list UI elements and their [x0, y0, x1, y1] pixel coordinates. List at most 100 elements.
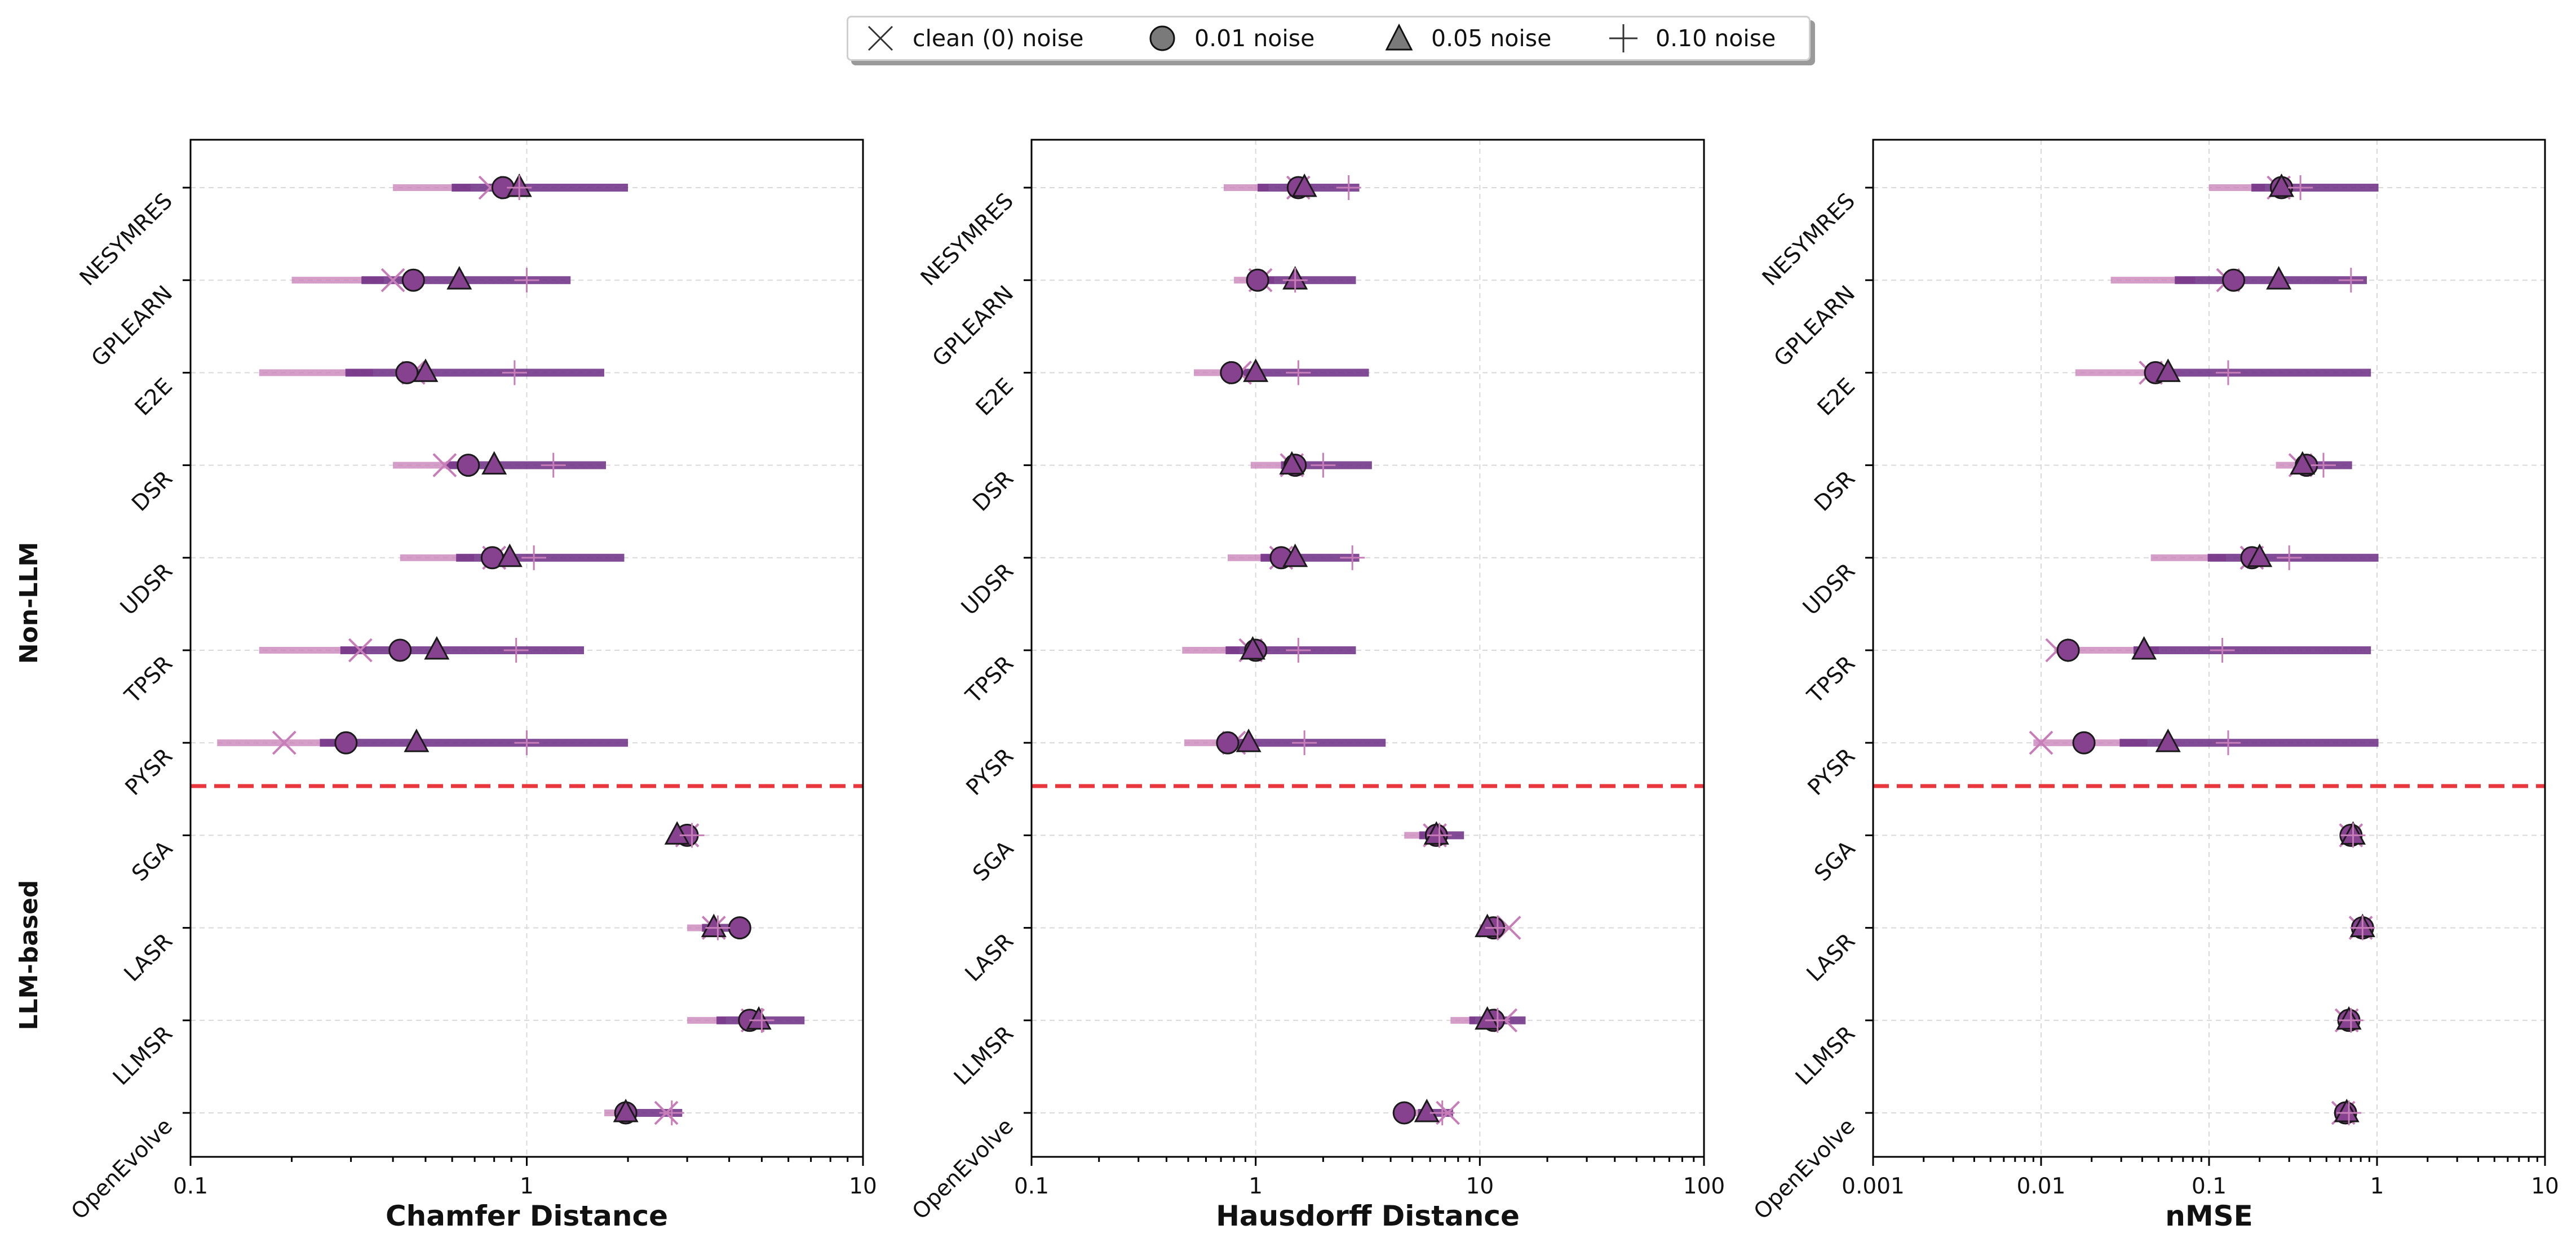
row-label: LASR [961, 929, 1019, 987]
x-tick-label: 1 [520, 1174, 534, 1199]
triangle-marker [1291, 173, 1317, 197]
row-label: LLMSR [949, 1021, 1019, 1090]
x-axis-title: nMSE [2165, 1200, 2253, 1232]
row-label: TPSR [961, 651, 1019, 709]
range-bar [452, 184, 628, 192]
plus-marker [679, 823, 705, 848]
plus-marker [1427, 823, 1452, 848]
plus-marker [1286, 360, 1311, 385]
triangle-marker [701, 913, 727, 938]
row-label: NESYMRES [1758, 188, 1860, 291]
plot-area [191, 140, 863, 1157]
circle-marker [2056, 638, 2080, 662]
x-marker [380, 268, 405, 292]
row-label: E2E [1813, 374, 1860, 421]
range-bar-faint [1250, 461, 1291, 469]
triangle-marker [424, 636, 450, 660]
plot-area [1032, 140, 1704, 1157]
plus-marker [659, 1100, 684, 1125]
range-bar-faint [259, 647, 366, 654]
x-tick-label: 1 [1249, 1174, 1263, 1199]
x-tick-label: 0.1 [2192, 1174, 2227, 1199]
circle-marker [1392, 1101, 1416, 1125]
row-label: OpenEvolve [1749, 1113, 1860, 1224]
plus-marker [2340, 823, 2366, 848]
legend-label: clean (0) noise [913, 25, 1084, 52]
circle-marker [2222, 268, 2246, 292]
x-tick-label: 100 [1683, 1174, 1725, 1199]
triangle-marker [2269, 173, 2295, 197]
plus-marker [507, 175, 532, 200]
x-tick-label: 10 [2531, 1174, 2559, 1199]
plus-marker [503, 638, 529, 663]
plus-marker [541, 452, 566, 478]
triangle-marker [613, 1098, 639, 1122]
x-stroke [348, 638, 373, 663]
triangle-marker [2266, 266, 2292, 290]
x-tick-label: 0.1 [1014, 1174, 1049, 1199]
x-marker-icon [867, 25, 893, 51]
group-label-non-llm: Non-LLM [15, 542, 43, 664]
row-label: E2E [971, 374, 1019, 421]
triangle-marker [2155, 729, 2181, 752]
x-tick-label: 10 [1466, 1174, 1494, 1199]
circle-marker-icon [1149, 25, 1175, 51]
group-label-llm-based: LLM-based [15, 880, 43, 1031]
circle-marker [334, 731, 358, 755]
circle-marker [395, 361, 419, 384]
plus-marker [514, 730, 539, 756]
x-marker [348, 638, 373, 663]
plus-marker [2350, 915, 2375, 940]
legend-label: 0.05 noise [1431, 25, 1552, 52]
range-bar-faint [2209, 184, 2265, 191]
plus-marker [1311, 452, 1336, 478]
row-label: NESYMRES [75, 188, 178, 291]
legend-item-clean: clean (0) noise [861, 17, 1083, 59]
triangle-marker [497, 543, 523, 567]
row-label: UDSR [116, 558, 178, 620]
row-label: SGA [968, 836, 1019, 886]
range-bar-faint [2110, 277, 2196, 284]
x-marker [272, 730, 296, 755]
x-tick-label: 0.01 [2017, 1174, 2066, 1199]
triangle-marker [2155, 358, 2181, 382]
plus-marker-icon [1609, 24, 1637, 52]
triangle-marker [413, 358, 439, 382]
plus-marker [514, 268, 539, 293]
range-bar-faint [2054, 647, 2159, 654]
triangle-marker [2247, 543, 2273, 567]
circle-marker [1220, 361, 1243, 384]
row-label: LASR [119, 929, 178, 987]
circle-marker [2072, 731, 2096, 755]
plus-marker [1292, 730, 1317, 756]
plus-marker [1429, 1100, 1455, 1125]
triangle-marker [664, 821, 690, 845]
circle-marker [1216, 731, 1240, 755]
plus-marker [1485, 1008, 1510, 1033]
triangle-marker [1243, 358, 1269, 382]
row-label: DSR [968, 466, 1019, 517]
plus-marker [1340, 545, 1365, 570]
triangle-marker [1475, 913, 1501, 938]
x-stroke [432, 453, 457, 478]
x-axis-title: Hausdorff Distance [1216, 1200, 1520, 1232]
triangle-marker-icon [1385, 23, 1413, 51]
row-label: PYSR [1803, 743, 1860, 800]
row-label: DSR [127, 466, 178, 517]
range-bar-faint [2150, 554, 2226, 561]
circle-marker [1246, 268, 1269, 292]
plus-marker [1336, 175, 1361, 200]
triangle-marker [1423, 821, 1449, 845]
row-label: SGA [127, 836, 178, 886]
range-bar-faint [687, 924, 707, 931]
row-label: E2E [130, 374, 178, 421]
triangle-marker [446, 266, 472, 290]
row-label: GPLEARN [928, 281, 1019, 371]
triangle-marker [2334, 1098, 2360, 1122]
triangle-marker [1282, 543, 1308, 567]
plus-marker [2215, 730, 2241, 756]
legend-label: 0.10 noise [1656, 25, 1776, 52]
range-bar-faint [259, 369, 373, 376]
